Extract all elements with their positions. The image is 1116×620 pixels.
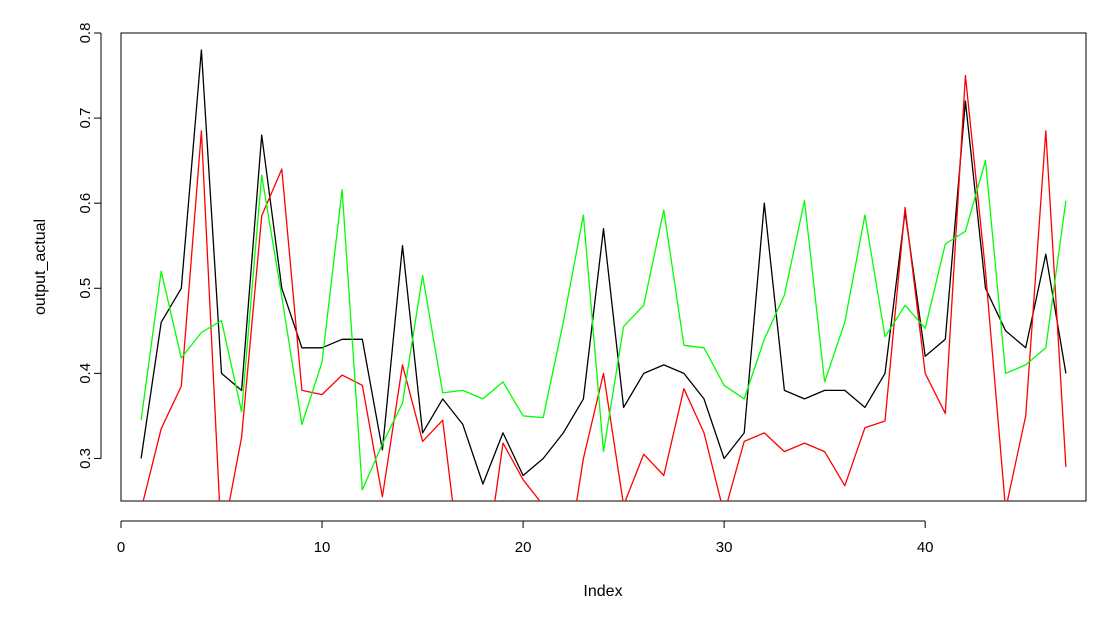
y-tick-label: 0.4 bbox=[77, 363, 94, 384]
series-line-2 bbox=[142, 74, 1067, 501]
y-tick-label: 0.3 bbox=[77, 448, 94, 469]
plot-box bbox=[120, 32, 1087, 502]
y-tick-label: 0.6 bbox=[77, 193, 94, 214]
x-axis: 0 10 20 30 40 bbox=[117, 520, 934, 556]
x-tick-label: 40 bbox=[917, 539, 934, 556]
x-axis-title: Index bbox=[583, 583, 622, 600]
y-axis-title: output_actual bbox=[32, 219, 49, 315]
y-tick-label: 0.8 bbox=[77, 23, 94, 44]
y-tick-label: 0.5 bbox=[77, 278, 94, 299]
x-tick-label: 10 bbox=[314, 539, 331, 556]
y-axis: 0.3 0.4 0.5 0.6 0.7 0.8 bbox=[77, 23, 102, 469]
y-tick-label: 0.7 bbox=[77, 108, 94, 129]
x-tick-label: 0 bbox=[117, 539, 125, 556]
x-tick-label: 30 bbox=[716, 539, 733, 556]
series-line-3 bbox=[140, 159, 1067, 491]
series-layer bbox=[140, 49, 1067, 501]
series-line-1 bbox=[140, 49, 1067, 485]
x-tick-label: 20 bbox=[515, 539, 532, 556]
